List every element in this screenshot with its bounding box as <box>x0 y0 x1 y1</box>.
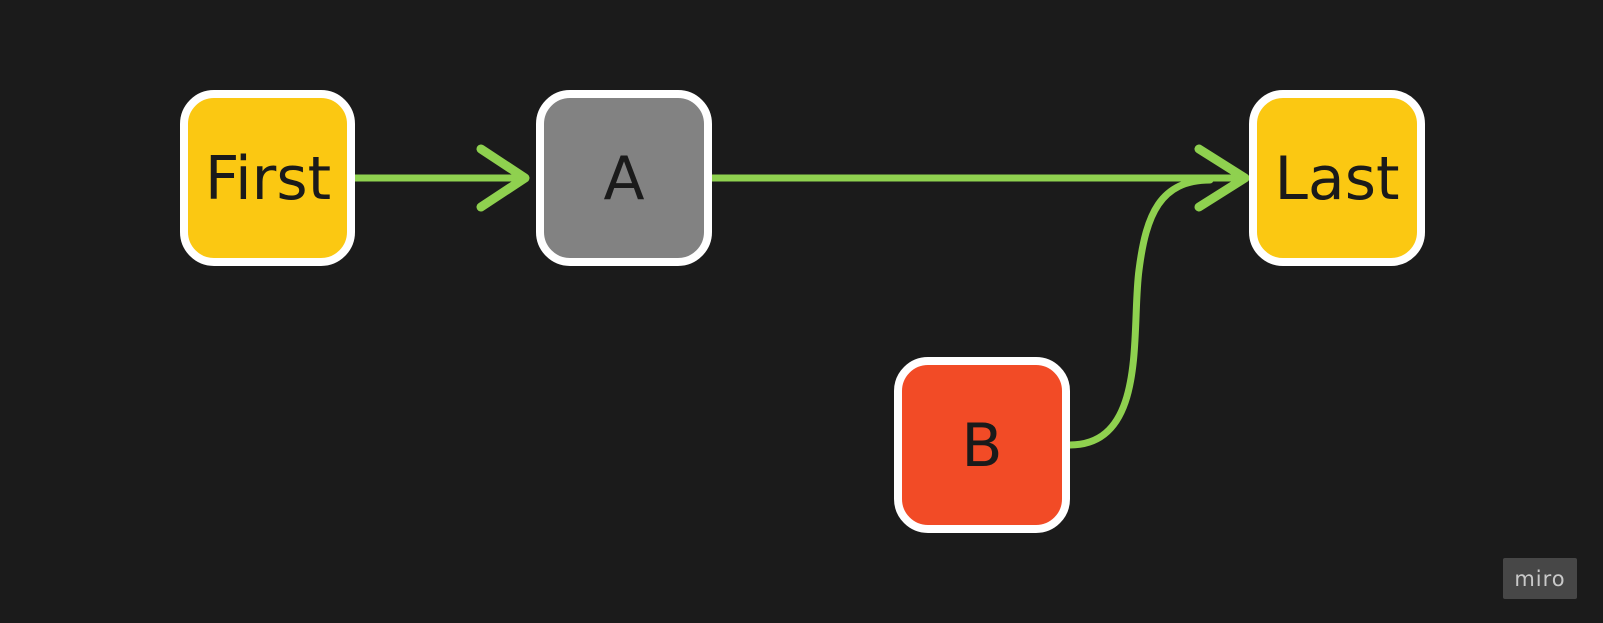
node-a-label: A <box>603 144 644 214</box>
node-a[interactable]: A <box>536 90 712 266</box>
node-b[interactable]: B <box>894 357 1070 533</box>
node-last-label: Last <box>1275 144 1400 214</box>
node-last[interactable]: Last <box>1249 90 1425 266</box>
connector-b-to-last[interactable] <box>1066 176 1214 449</box>
arrowhead-a-icon <box>476 144 530 212</box>
arrowhead-last-icon <box>1194 144 1250 212</box>
node-first[interactable]: First <box>180 90 355 266</box>
miro-watermark: miro <box>1503 558 1577 599</box>
node-first-label: First <box>205 144 331 214</box>
node-b-label: B <box>961 411 1002 481</box>
